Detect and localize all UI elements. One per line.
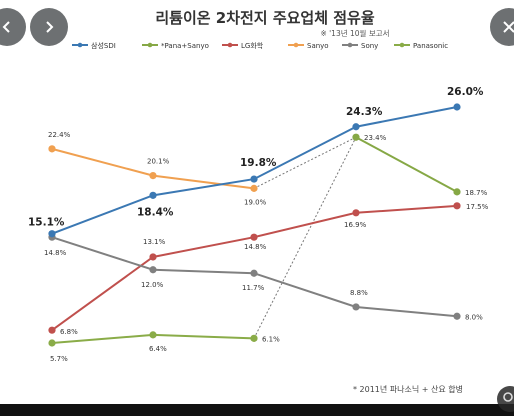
data-point [453, 103, 461, 111]
merge-connector-line [253, 136, 357, 189]
data-point [48, 145, 56, 153]
legend-swatch-marker [77, 42, 83, 48]
data-label: 13.1% [143, 238, 166, 246]
legend-label: Sony [361, 42, 378, 50]
data-label: 18.4% [137, 206, 174, 218]
data-point [149, 191, 157, 199]
data-point [149, 266, 157, 274]
legend-label: *Pana+Sanyo [161, 42, 209, 50]
chevron-left-icon [2, 21, 10, 33]
close-button[interactable] [490, 8, 514, 46]
chart-subtitle: ※ '13년 10월 보고서 [320, 28, 389, 38]
data-point [453, 202, 461, 210]
legend-swatch-marker [293, 42, 299, 48]
legend-item: *Pana+Sanyo [142, 42, 209, 50]
legend-item: 삼성SDI [72, 41, 116, 50]
market-share-chart: 리튬이온 2차전지 주요업체 점유율 ※ '13년 10월 보고서 삼성SDI *… [0, 0, 514, 404]
data-point [250, 184, 258, 192]
data-labels: 15.1% 18.4% 19.8% 24.3% 26.0% 23.4% 18.7% 6.8% 1… [28, 86, 489, 363]
data-label: 20.1% [147, 158, 170, 166]
close-icon [503, 21, 514, 33]
data-label: 18.7% [465, 189, 488, 197]
legend-item: Sanyo [288, 42, 329, 50]
legend-label: Sanyo [307, 42, 329, 50]
data-label: 6.4% [149, 345, 167, 353]
legend-label: LG화학 [241, 41, 264, 50]
data-label: 17.5% [466, 203, 489, 211]
data-label: 6.1% [262, 335, 280, 343]
chart-legend: 삼성SDI *Pana+Sanyo LG화학 Sanyo Sony Panasonic [72, 41, 448, 50]
data-label: 6.8% [60, 328, 78, 336]
legend-swatch-marker [227, 42, 233, 48]
chevron-right-icon [46, 21, 54, 33]
legend-swatch-marker [347, 42, 353, 48]
data-label: 16.9% [344, 221, 367, 229]
merge-connectors [253, 136, 357, 339]
data-label: 23.4% [364, 134, 387, 142]
legend-item: Panasonic [394, 42, 448, 50]
legend-label: Panasonic [413, 42, 448, 50]
data-point [453, 312, 461, 320]
data-point [149, 331, 157, 339]
next-image-button[interactable] [30, 8, 68, 46]
data-label: 11.7% [242, 284, 265, 292]
data-label: 8.8% [350, 289, 368, 297]
data-point [352, 209, 360, 217]
series-points [48, 103, 461, 347]
data-label: 22.4% [48, 131, 71, 139]
data-label: 24.3% [346, 106, 383, 118]
legend-item: Sony [342, 42, 378, 50]
chart-footnote: * 2011년 파나소닉 + 산요 합병 [353, 384, 463, 394]
data-label: 8.0% [465, 313, 483, 321]
legend-label: 삼성SDI [91, 41, 116, 50]
data-label: 14.8% [44, 249, 67, 257]
data-label: 26.0% [447, 86, 484, 98]
data-point [352, 133, 360, 141]
data-point [352, 123, 360, 131]
merge-connector-line [253, 137, 357, 339]
data-label: 5.7% [50, 355, 68, 363]
data-label: 12.0% [141, 281, 164, 289]
data-point [453, 188, 461, 196]
lens-search-button[interactable] [497, 386, 514, 412]
data-point [250, 175, 258, 183]
data-label: 15.1% [28, 217, 65, 229]
lens-icon [503, 392, 513, 402]
data-label: 14.8% [244, 243, 267, 251]
data-point [48, 339, 56, 347]
legend-swatch-marker [147, 42, 153, 48]
data-point [48, 326, 56, 334]
data-label: 19.0% [244, 198, 267, 206]
data-point [352, 303, 360, 311]
data-point [250, 334, 258, 342]
data-point [149, 171, 157, 180]
series-line [355, 136, 458, 193]
data-point [250, 233, 258, 241]
data-point [250, 269, 258, 277]
data-point [48, 230, 56, 238]
legend-swatch-marker [399, 42, 405, 48]
data-point [149, 253, 157, 261]
legend-item: LG화학 [222, 41, 264, 50]
data-label: 19.8% [240, 157, 277, 169]
chart-title: 리튬이온 2차전지 주요업체 점유율 [155, 9, 375, 27]
